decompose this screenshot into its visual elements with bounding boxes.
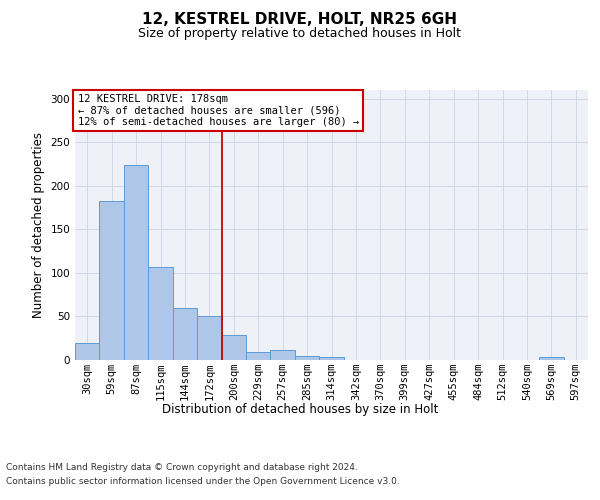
Bar [221,334,246,360]
Bar [197,316,221,360]
Bar [271,350,295,360]
Bar [295,356,319,360]
Bar [173,308,197,360]
Bar [124,165,148,360]
Bar [148,267,173,360]
Text: 12, KESTREL DRIVE, HOLT, NR25 6GH: 12, KESTREL DRIVE, HOLT, NR25 6GH [143,12,458,28]
Text: Contains HM Land Registry data © Crown copyright and database right 2024.: Contains HM Land Registry data © Crown c… [6,462,358,471]
Text: Contains public sector information licensed under the Open Government Licence v3: Contains public sector information licen… [6,478,400,486]
Y-axis label: Number of detached properties: Number of detached properties [32,132,45,318]
Text: Distribution of detached houses by size in Holt: Distribution of detached houses by size … [162,402,438,415]
Text: 12 KESTREL DRIVE: 178sqm
← 87% of detached houses are smaller (596)
12% of semi-: 12 KESTREL DRIVE: 178sqm ← 87% of detach… [77,94,359,127]
Text: Size of property relative to detached houses in Holt: Size of property relative to detached ho… [139,28,461,40]
Bar [319,358,344,360]
Bar [100,200,124,360]
Bar [75,342,100,360]
Bar [539,358,563,360]
Bar [246,352,271,360]
